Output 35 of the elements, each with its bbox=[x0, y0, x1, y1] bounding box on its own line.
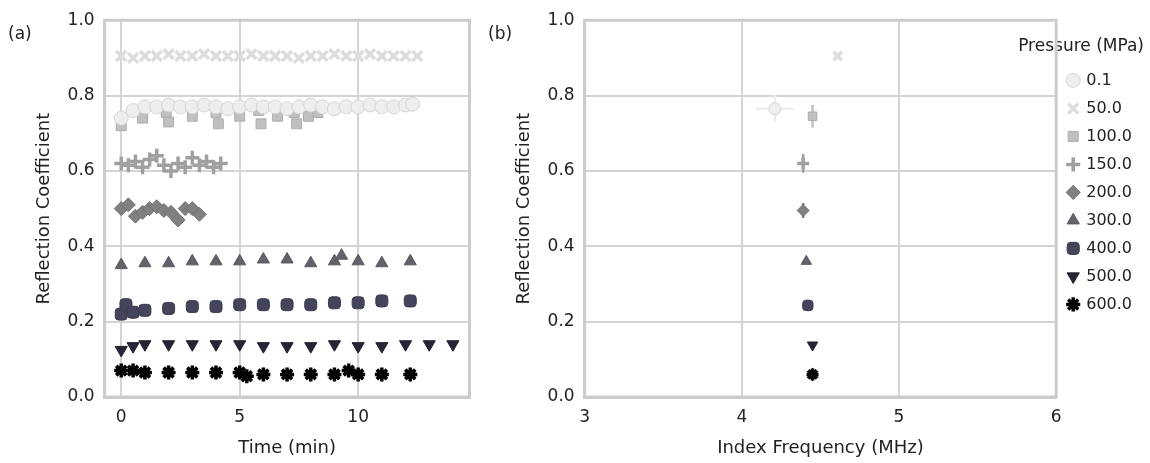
chart-title: (b) bbox=[488, 23, 513, 44]
legend-label: 50.0 bbox=[1086, 97, 1122, 117]
x-tick-label: 10 bbox=[347, 405, 369, 426]
y-tick-label: 0.8 bbox=[547, 83, 575, 104]
legend-label: 500.0 bbox=[1086, 265, 1133, 285]
y-tick-label: 0.8 bbox=[67, 83, 95, 104]
legend-title: Pressure (MPa) bbox=[1018, 34, 1145, 55]
y-tick-label: 1.0 bbox=[67, 8, 95, 29]
legend-label: 100.0 bbox=[1086, 125, 1133, 145]
x-tick-label: 6 bbox=[1050, 405, 1062, 426]
chart-title: (a) bbox=[8, 23, 32, 44]
y-axis-title: Reflection Coefficient bbox=[512, 112, 534, 305]
y-tick-label: 0.2 bbox=[67, 310, 95, 331]
y-tick-label: 0.0 bbox=[67, 385, 95, 406]
legend-label: 300.0 bbox=[1086, 209, 1133, 229]
x-tick-label: 4 bbox=[736, 405, 748, 426]
x-axis-title: Index Frequency (MHz) bbox=[717, 435, 924, 457]
y-tick-label: 0.6 bbox=[67, 159, 95, 180]
x-tick-label: 0 bbox=[115, 405, 127, 426]
y-tick-label: 1.0 bbox=[547, 8, 575, 29]
y-tick-label: 0.2 bbox=[547, 310, 575, 331]
y-axis-title: Reflection Coefficient bbox=[32, 112, 54, 305]
y-tick-label: 0.6 bbox=[547, 159, 575, 180]
legend-label: 150.0 bbox=[1086, 153, 1133, 173]
x-tick-label: 3 bbox=[579, 405, 591, 426]
legend-label: 400.0 bbox=[1086, 237, 1133, 257]
legend-label: 0.1 bbox=[1086, 69, 1112, 89]
legend-label: 200.0 bbox=[1086, 181, 1133, 201]
y-tick-label: 0.0 bbox=[547, 385, 575, 406]
x-tick-label: 5 bbox=[893, 405, 905, 426]
x-tick-label: 5 bbox=[234, 405, 246, 426]
y-tick-label: 0.4 bbox=[67, 234, 95, 255]
x-axis-title: Time (min) bbox=[237, 435, 336, 457]
legend-label: 600.0 bbox=[1086, 293, 1133, 313]
y-tick-label: 0.4 bbox=[547, 234, 575, 255]
